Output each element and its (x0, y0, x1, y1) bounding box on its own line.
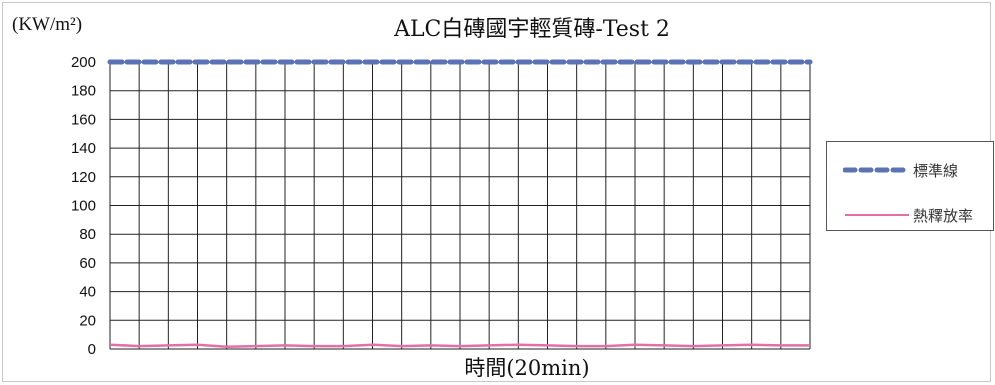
legend-item-standard-line: 標準線 (827, 159, 995, 181)
y-axis-unit-label: (KW/m²) (12, 14, 82, 35)
y-tick-label: 160 (71, 111, 96, 128)
y-axis-ticks: 0 20 40 60 80 100 120 140 160 180 200 (71, 54, 96, 358)
legend-label-heat-release: 熱釋放率 (913, 207, 974, 225)
y-tick-label: 80 (79, 226, 96, 243)
y-tick-label: 200 (71, 54, 96, 71)
y-tick-label: 20 (79, 312, 96, 329)
chart-title: ALC白磚國宇輕質磚-Test 2 (393, 17, 670, 42)
y-tick-label: 180 (71, 83, 96, 100)
legend: 標準線 熱釋放率 (826, 141, 994, 231)
x-axis-label: 時間(20min) (464, 356, 589, 380)
legend-swatch-solid (845, 214, 909, 216)
y-tick-label: 100 (71, 198, 96, 215)
series (107, 59, 813, 349)
y-tick-label: 120 (71, 169, 96, 186)
series-line-heat-release (109, 343, 810, 349)
y-tick-label: 0 (88, 341, 96, 358)
legend-item-heat-release-rate: 熱釋放率 (827, 204, 995, 226)
y-tick-label: 140 (71, 140, 96, 157)
legend-label-standard: 標準線 (913, 162, 959, 180)
legend-swatch-dashed (843, 167, 911, 173)
y-tick-label: 60 (79, 255, 96, 272)
y-tick-label: 40 (79, 284, 96, 301)
grid (109, 61, 811, 350)
